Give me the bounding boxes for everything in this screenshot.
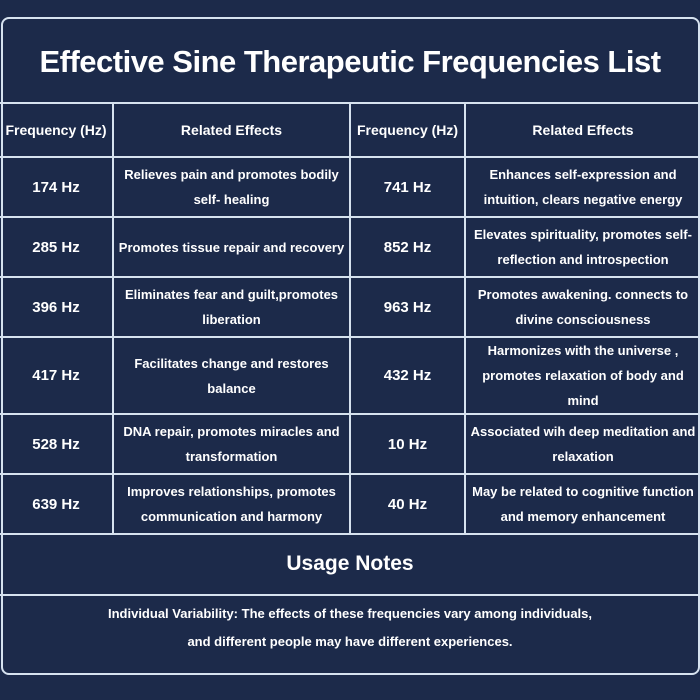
- effects-cell: DNA repair, promotes miracles and transf…: [112, 413, 351, 475]
- effects-cell: Relieves pain and promotes bodily self- …: [112, 156, 351, 218]
- header-frequency-1: Frequency (Hz): [0, 102, 114, 158]
- table-row: 417 Hz Facilitates change and restores ba…: [0, 336, 700, 415]
- effects-cell: Enhances self-expression and intuition, …: [464, 156, 700, 218]
- frequency-cell: 10 Hz: [349, 413, 466, 475]
- header-effects-1: Related Effects: [112, 102, 351, 158]
- frequency-cell: 285 Hz: [0, 216, 114, 278]
- effects-cell: Facilitates change and restores balance: [112, 336, 351, 415]
- table-row: 174 Hz Relieves pain and promotes bodily …: [0, 156, 700, 218]
- effects-cell: Promotes awakening. connects to divine c…: [464, 276, 700, 338]
- table-row: 285 Hz Promotes tissue repair and recover…: [0, 216, 700, 278]
- frequency-cell: 417 Hz: [0, 336, 114, 415]
- frequency-table: Frequency (Hz) Related Effects Frequency…: [0, 102, 700, 535]
- effects-cell: Improves relationships, promotes communi…: [112, 473, 351, 535]
- table-row: 639 Hz Improves relationships, promotes c…: [0, 473, 700, 535]
- frequency-cell: 40 Hz: [349, 473, 466, 535]
- effects-cell: Harmonizes with the universe , promotes …: [464, 336, 700, 415]
- usage-notes-heading: Usage Notes: [0, 534, 700, 596]
- table-row: 528 Hz DNA repair, promotes miracles and …: [0, 413, 700, 475]
- frequency-cell: 528 Hz: [0, 413, 114, 475]
- effects-cell: Associated wih deep meditation and relax…: [464, 413, 700, 475]
- frequency-cell: 396 Hz: [0, 276, 114, 338]
- frequency-cell: 963 Hz: [349, 276, 466, 338]
- effects-cell: May be related to cognitive function and…: [464, 473, 700, 535]
- effects-cell: Eliminates fear and guilt,promotes liber…: [112, 276, 351, 338]
- table-header-row: Frequency (Hz) Related Effects Frequency…: [0, 102, 700, 158]
- usage-notes-text: Individual Variability: The effects of t…: [0, 600, 700, 656]
- usage-note-line: Individual Variability: The effects of t…: [107, 606, 593, 621]
- frequency-cell: 639 Hz: [0, 473, 114, 535]
- page-title: Effective Sine Therapeutic Frequencies L…: [39, 44, 661, 79]
- frequency-cell: 174 Hz: [0, 156, 114, 218]
- frequency-cell: 741 Hz: [349, 156, 466, 218]
- effects-cell: Elevates spirituality, promotes self-ref…: [464, 216, 700, 278]
- frequency-cell: 432 Hz: [349, 336, 466, 415]
- header-effects-2: Related Effects: [464, 102, 700, 158]
- effects-cell: Promotes tissue repair and recovery: [112, 216, 351, 278]
- frequency-cell: 852 Hz: [349, 216, 466, 278]
- usage-note-line: and different people may have different …: [187, 634, 513, 649]
- header-frequency-2: Frequency (Hz): [349, 102, 466, 158]
- table-row: 396 Hz Eliminates fear and guilt,promotes…: [0, 276, 700, 338]
